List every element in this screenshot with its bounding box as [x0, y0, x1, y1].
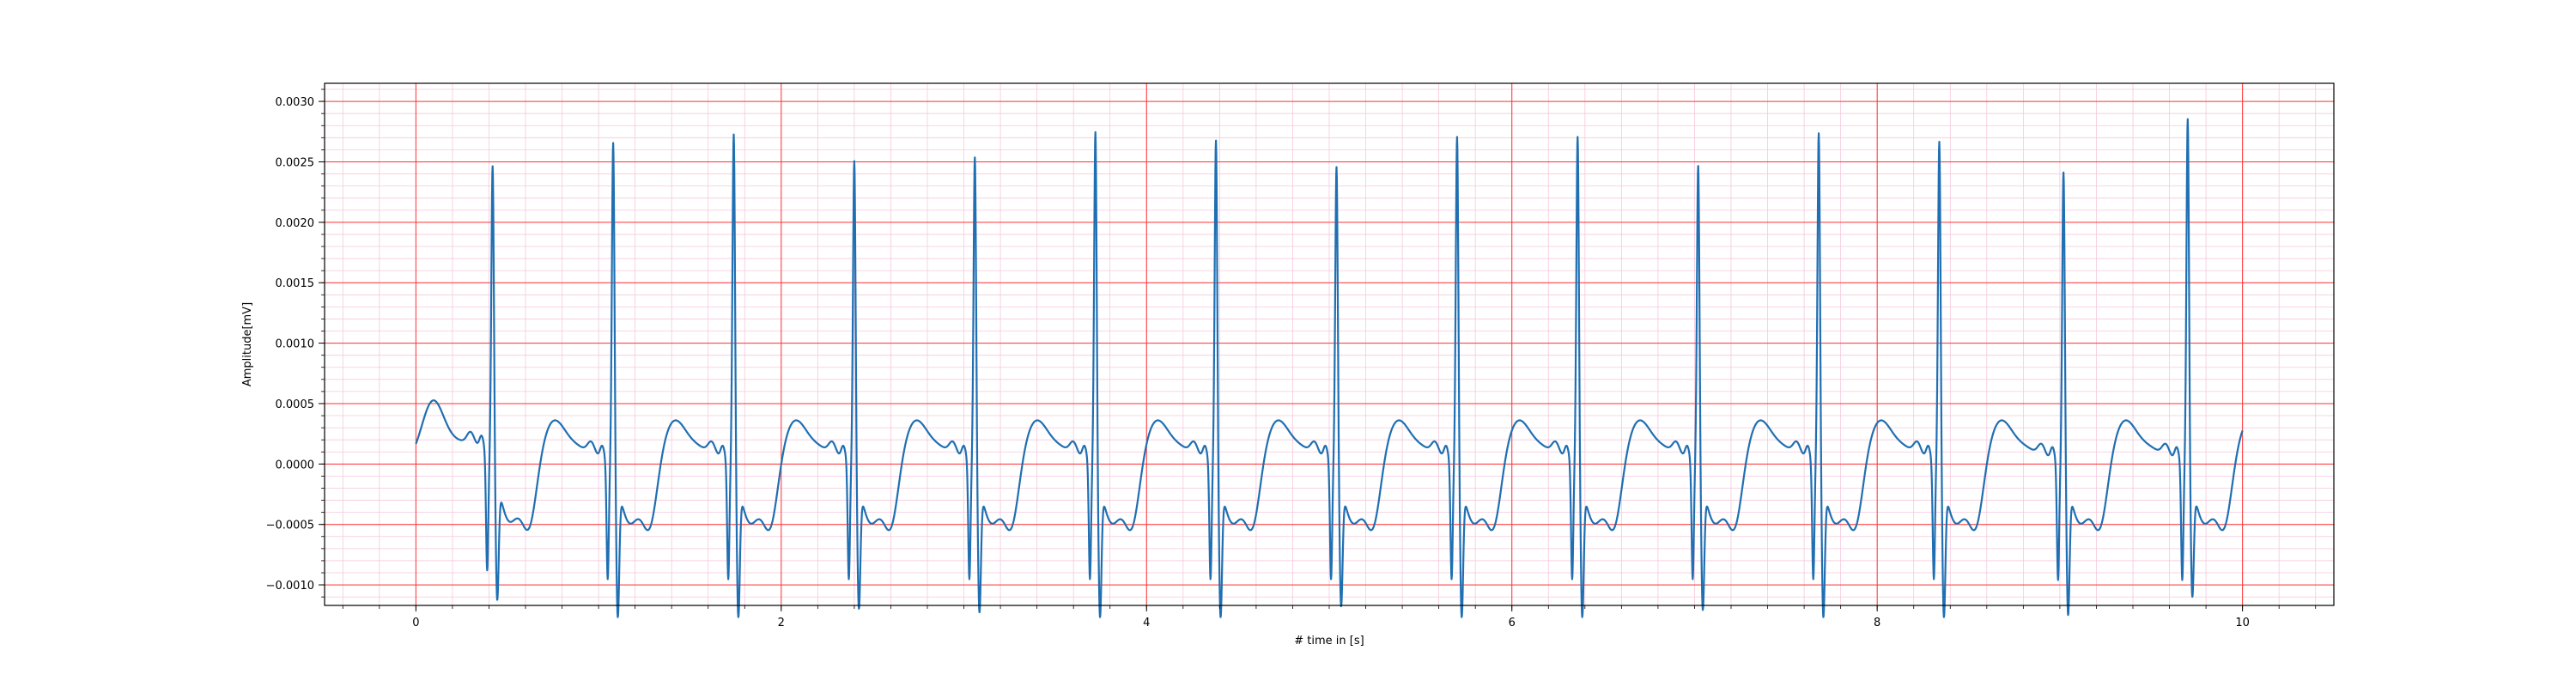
y-tick-label: 0.0030: [276, 96, 315, 109]
y-tick-label: 0.0010: [276, 338, 315, 351]
x-tick-label: 8: [1874, 617, 1880, 629]
y-tick-label: 0.0000: [276, 459, 315, 471]
x-tick-label: 6: [1509, 617, 1516, 629]
x-axis-label: # time in [s]: [1294, 635, 1364, 647]
y-axis-ticks: −0.0010 −0.0005 0.0000 0.0005 0.0010 0.0015 0.…: [266, 88, 325, 598]
x-tick-label: 0: [412, 617, 419, 629]
y-tick-label: 0.0015: [276, 277, 315, 290]
y-tick-label: 0.0020: [276, 217, 315, 230]
x-tick-label: 4: [1143, 617, 1150, 629]
ecg-series-line: [415, 118, 2244, 618]
x-axis-ticks: 0 2 4 6 8 10: [342, 605, 2317, 629]
y-tick-label: −0.0005: [266, 520, 314, 532]
y-axis-label: Amplitude[mV]: [241, 302, 254, 386]
y-tick-label: 0.0025: [276, 156, 315, 169]
x-tick-label: 2: [778, 617, 785, 629]
y-tick-label: 0.0005: [276, 398, 315, 411]
x-tick-label: 10: [2235, 617, 2250, 629]
y-tick-label: −0.0010: [266, 580, 314, 593]
